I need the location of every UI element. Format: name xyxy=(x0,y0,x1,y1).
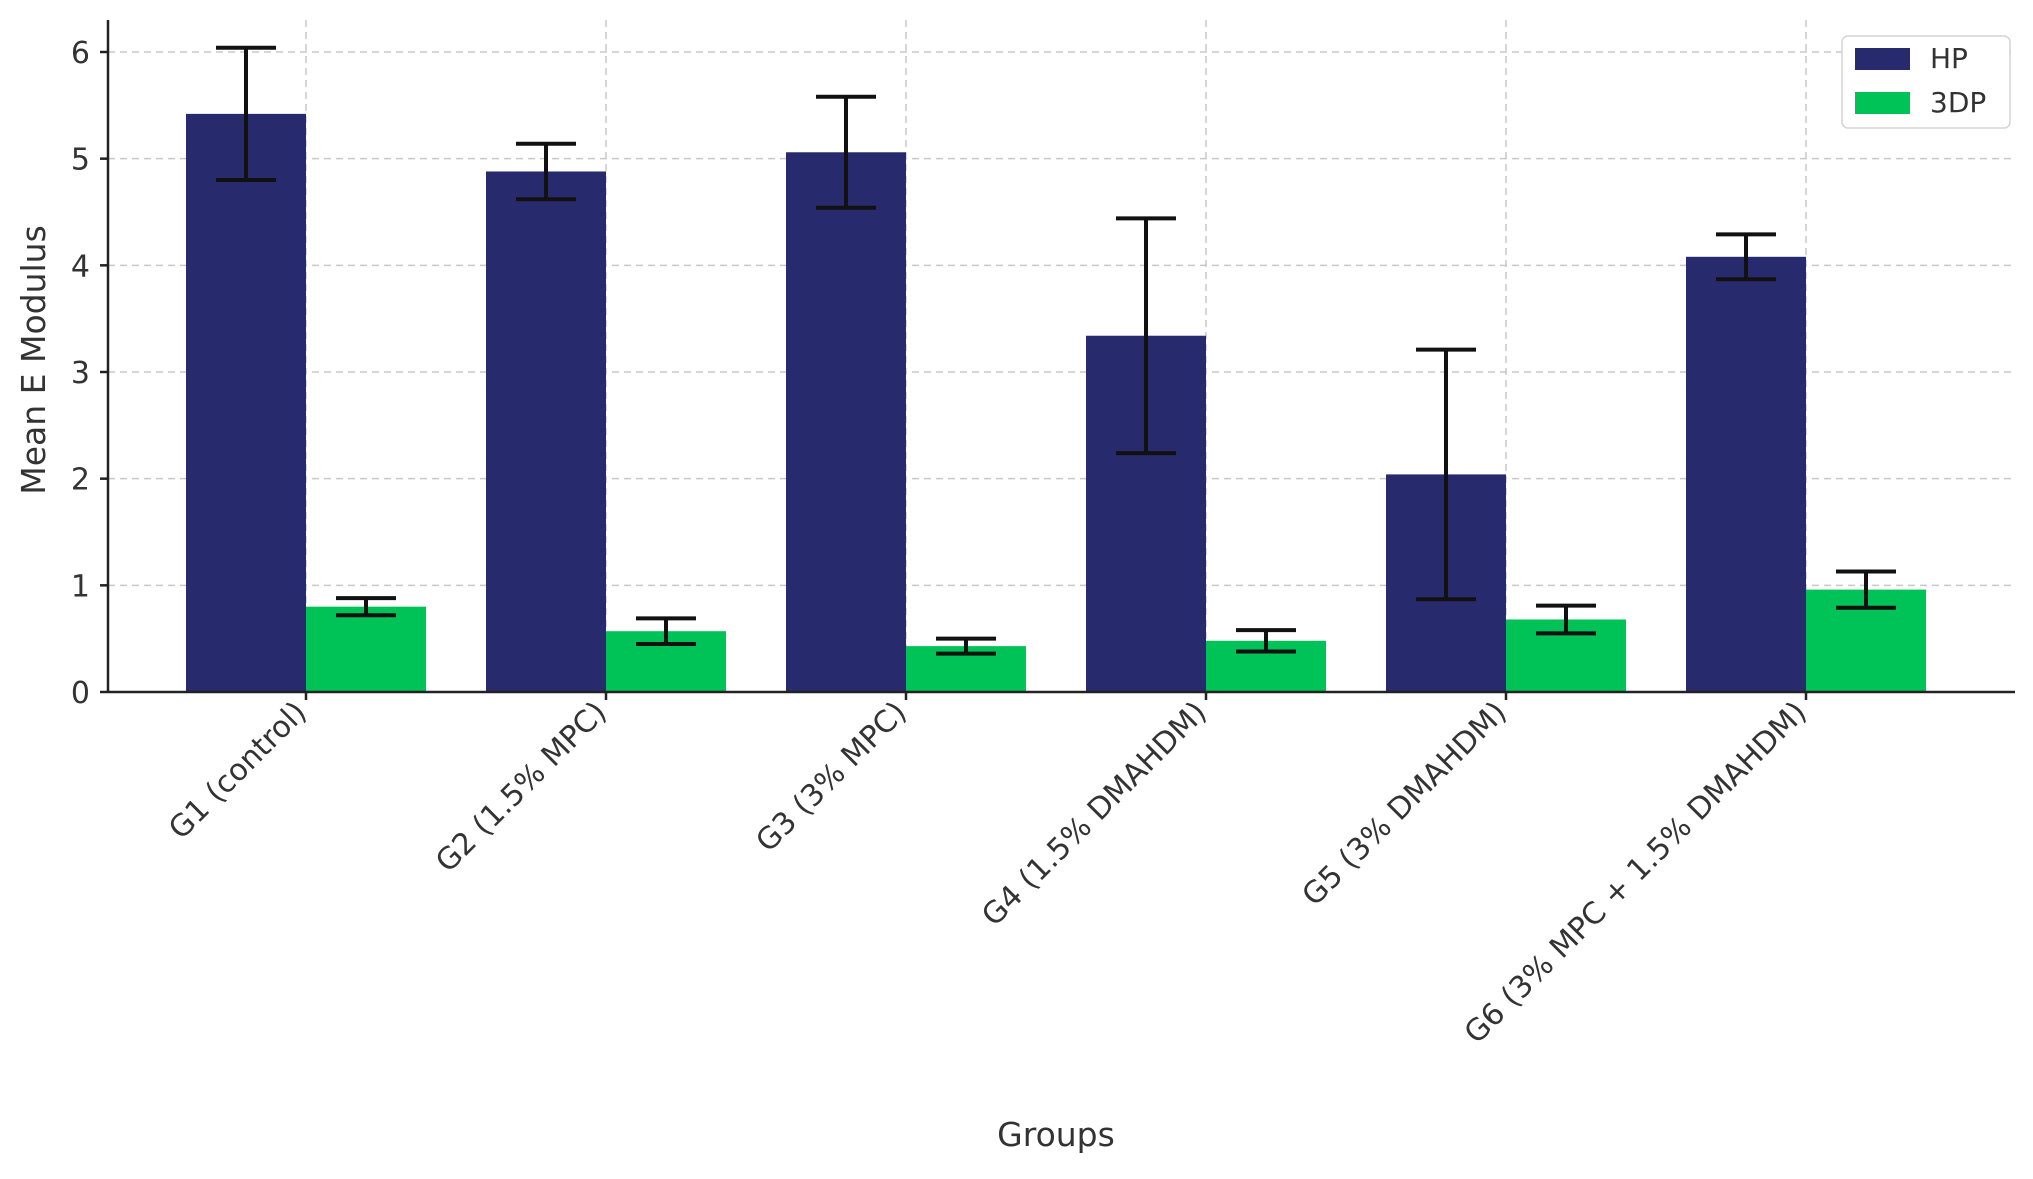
error-bar-3dp-4 xyxy=(1236,628,1296,654)
bar-layer xyxy=(186,113,1926,692)
error-bar-layer xyxy=(216,45,1896,656)
error-bar-hp-1 xyxy=(216,45,276,182)
error-bar-3dp-3 xyxy=(936,636,996,656)
tick-label-layer: 0 1 2 3 4 5 6 G1 (control) G2 (1.5% MPC) G3 (3% M… xyxy=(71,36,1814,1051)
bar-3dp-1 xyxy=(306,606,426,692)
bar-hp-6 xyxy=(1686,256,1806,692)
error-bar-hp-4 xyxy=(1116,216,1176,456)
y-tick-label: 3 xyxy=(71,356,90,391)
legend-label-hp: HP xyxy=(1930,42,1968,75)
y-tick-label: 4 xyxy=(71,249,90,284)
error-bar-3dp-2 xyxy=(636,616,696,646)
error-bar-hp-3 xyxy=(816,94,876,210)
x-tick-label: G4 (1.5% DMAHDM) xyxy=(975,695,1213,933)
y-tick-label: 5 xyxy=(71,143,90,178)
y-tick-label: 2 xyxy=(71,463,90,498)
y-tick-label: 1 xyxy=(71,569,90,604)
error-bar-hp-6 xyxy=(1716,232,1776,282)
x-tick-label: G3 (3% MPC) xyxy=(749,695,913,859)
error-bar-hp-2 xyxy=(516,141,576,202)
bar-hp-1 xyxy=(186,113,306,692)
y-axis-title: Mean E Modulus xyxy=(14,225,53,495)
error-bar-hp-5 xyxy=(1416,347,1476,602)
error-bar-3dp-5 xyxy=(1536,603,1596,636)
x-tick-label: G6 (3% MPC + 1.5% DMAHDM) xyxy=(1458,695,1814,1051)
x-axis-title: Groups xyxy=(997,1115,1115,1154)
legend-swatch-hp xyxy=(1855,48,1910,70)
y-tick-label: 0 xyxy=(71,676,90,711)
error-bar-3dp-1 xyxy=(336,596,396,618)
error-bar-3dp-6 xyxy=(1836,569,1896,610)
axis-layer xyxy=(100,20,2015,700)
x-tick-label: G5 (3% DMAHDM) xyxy=(1296,695,1514,913)
x-tick-label: G2 (1.5% MPC) xyxy=(429,695,614,880)
bar-hp-3 xyxy=(786,152,906,692)
legend: HP 3DP xyxy=(1841,35,2011,129)
x-tick-label: G1 (control) xyxy=(162,695,314,847)
legend-swatch-3dp xyxy=(1855,92,1910,114)
legend-label-3dp: 3DP xyxy=(1930,86,1986,119)
bar-hp-2 xyxy=(486,171,606,692)
y-tick-label: 6 xyxy=(71,36,90,71)
